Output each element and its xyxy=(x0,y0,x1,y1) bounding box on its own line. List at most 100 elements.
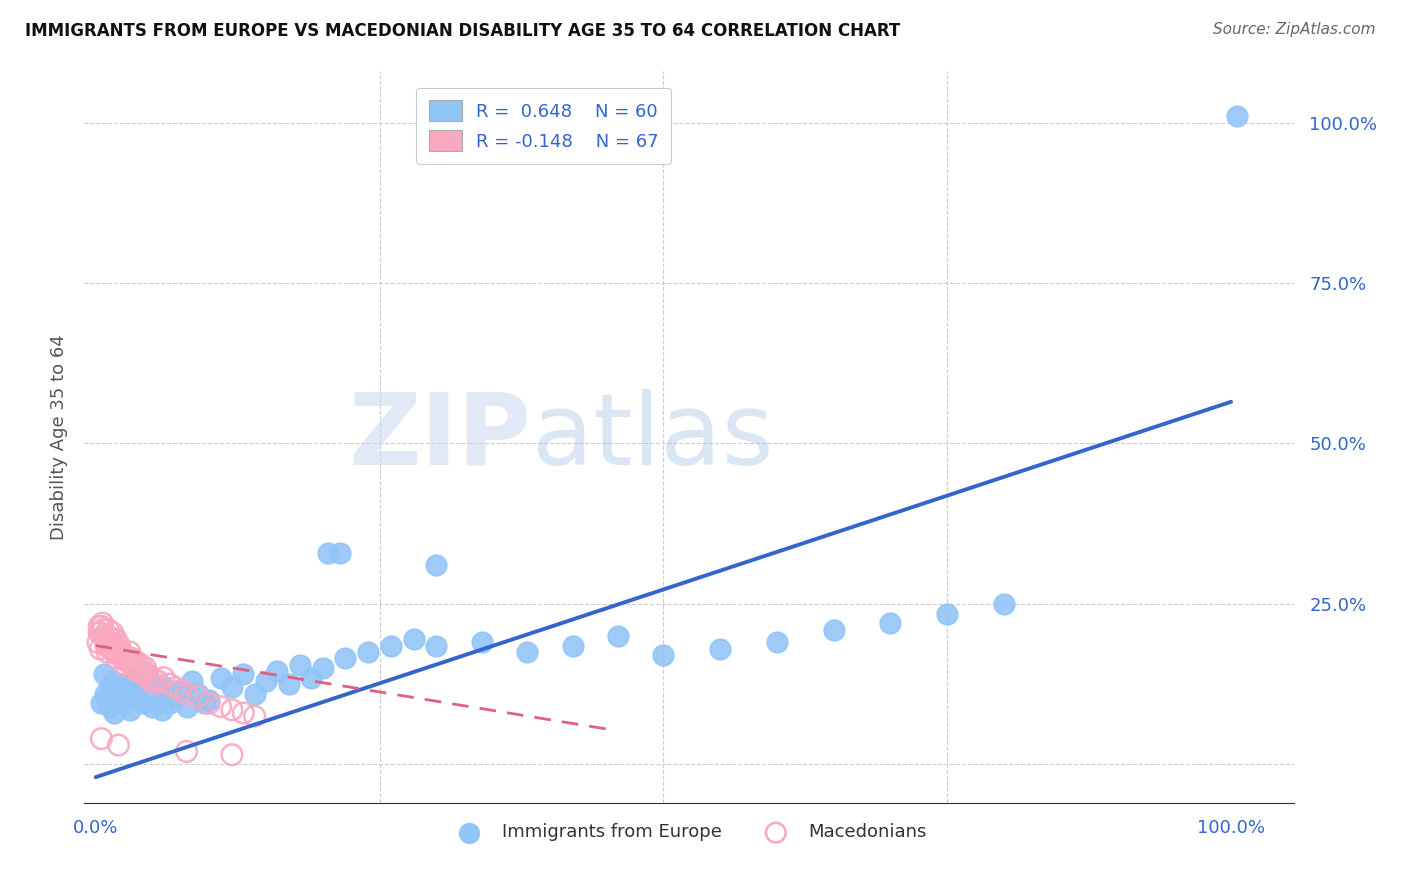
Text: IMMIGRANTS FROM EUROPE VS MACEDONIAN DISABILITY AGE 35 TO 64 CORRELATION CHART: IMMIGRANTS FROM EUROPE VS MACEDONIAN DIS… xyxy=(25,22,901,40)
Point xyxy=(936,607,959,621)
Point xyxy=(101,641,124,656)
Point xyxy=(209,699,232,714)
Point xyxy=(90,697,112,711)
Point xyxy=(105,690,128,704)
Point xyxy=(91,623,114,637)
Point xyxy=(122,661,145,675)
Point xyxy=(139,690,162,704)
Point xyxy=(115,687,138,701)
Point xyxy=(110,677,132,691)
Point xyxy=(135,661,157,675)
Point xyxy=(516,645,538,659)
Y-axis label: Disability Age 35 to 64: Disability Age 35 to 64 xyxy=(49,334,67,540)
Point xyxy=(105,632,128,647)
Point xyxy=(118,703,141,717)
Point xyxy=(98,681,121,695)
Point xyxy=(170,683,193,698)
Point xyxy=(110,645,132,659)
Point xyxy=(187,690,209,704)
Point xyxy=(301,671,323,685)
Point xyxy=(312,661,335,675)
Point xyxy=(165,690,187,704)
Point xyxy=(221,747,243,762)
Point xyxy=(129,683,152,698)
Legend: Immigrants from Europe, Macedonians: Immigrants from Europe, Macedonians xyxy=(444,816,934,848)
Point xyxy=(146,673,169,688)
Point xyxy=(96,645,118,659)
Point xyxy=(90,731,112,746)
Text: atlas: atlas xyxy=(531,389,773,485)
Point xyxy=(176,744,198,758)
Point xyxy=(129,657,152,672)
Point xyxy=(100,641,122,656)
Point xyxy=(159,677,181,691)
Point xyxy=(165,681,187,695)
Point xyxy=(89,641,111,656)
Point xyxy=(132,665,155,679)
Point xyxy=(132,667,155,681)
Point xyxy=(288,657,311,672)
Point xyxy=(107,738,129,752)
Point xyxy=(243,709,266,723)
Point xyxy=(87,635,110,649)
Point xyxy=(100,699,122,714)
Point xyxy=(266,665,288,679)
Point xyxy=(112,697,135,711)
Point xyxy=(107,648,129,663)
Point xyxy=(91,616,114,631)
Point xyxy=(127,665,149,679)
Point xyxy=(318,545,340,559)
Point xyxy=(146,683,169,698)
Point xyxy=(766,635,789,649)
Point xyxy=(232,706,254,720)
Point xyxy=(879,616,901,631)
Point xyxy=(103,706,125,720)
Point xyxy=(101,625,124,640)
Point xyxy=(94,632,117,647)
Point xyxy=(87,625,110,640)
Point xyxy=(121,651,143,665)
Point xyxy=(104,632,127,647)
Point xyxy=(96,693,118,707)
Point xyxy=(101,673,124,688)
Text: Source: ZipAtlas.com: Source: ZipAtlas.com xyxy=(1212,22,1375,37)
Point xyxy=(104,639,127,653)
Point xyxy=(111,645,134,659)
Point xyxy=(243,687,266,701)
Point xyxy=(471,635,494,649)
Point xyxy=(143,677,166,691)
Point xyxy=(607,629,630,643)
Point xyxy=(150,703,173,717)
Point xyxy=(93,629,115,643)
Point xyxy=(221,703,243,717)
Point xyxy=(159,697,181,711)
Point xyxy=(198,697,221,711)
Point xyxy=(402,632,425,647)
Point xyxy=(124,657,146,672)
Point xyxy=(93,629,115,643)
Point xyxy=(90,619,112,633)
Point xyxy=(121,681,143,695)
Point xyxy=(128,661,150,675)
Point xyxy=(107,683,129,698)
Point xyxy=(111,651,134,665)
Point xyxy=(709,641,731,656)
Point xyxy=(823,623,845,637)
Point xyxy=(94,632,117,647)
Point xyxy=(112,648,135,663)
Point xyxy=(117,655,139,669)
Point xyxy=(124,673,146,688)
Point xyxy=(139,673,162,688)
Point xyxy=(221,681,243,695)
Point xyxy=(170,683,193,698)
Point xyxy=(181,673,204,688)
Point xyxy=(254,673,277,688)
Point xyxy=(652,648,675,663)
Point xyxy=(98,635,121,649)
Point xyxy=(117,655,139,669)
Point xyxy=(120,657,142,672)
Point xyxy=(561,639,583,653)
Point xyxy=(115,651,138,665)
Point xyxy=(425,558,447,573)
Point xyxy=(232,667,254,681)
